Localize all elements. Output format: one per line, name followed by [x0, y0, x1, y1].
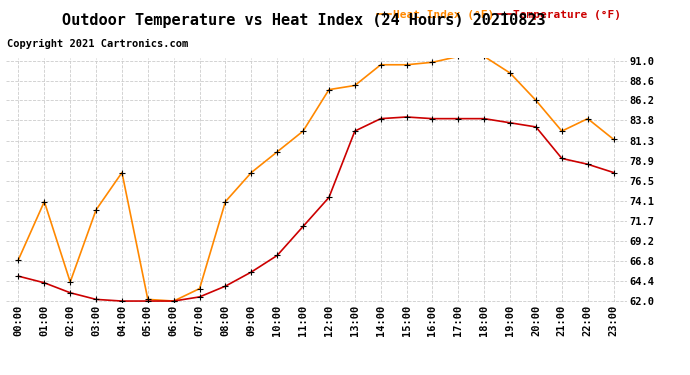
Legend: Heat Index (°F), Temperature (°F): Heat Index (°F), Temperature (°F) — [377, 10, 621, 20]
Text: Copyright 2021 Cartronics.com: Copyright 2021 Cartronics.com — [7, 39, 188, 50]
Text: Outdoor Temperature vs Heat Index (24 Hours) 20210823: Outdoor Temperature vs Heat Index (24 Ho… — [62, 13, 545, 28]
